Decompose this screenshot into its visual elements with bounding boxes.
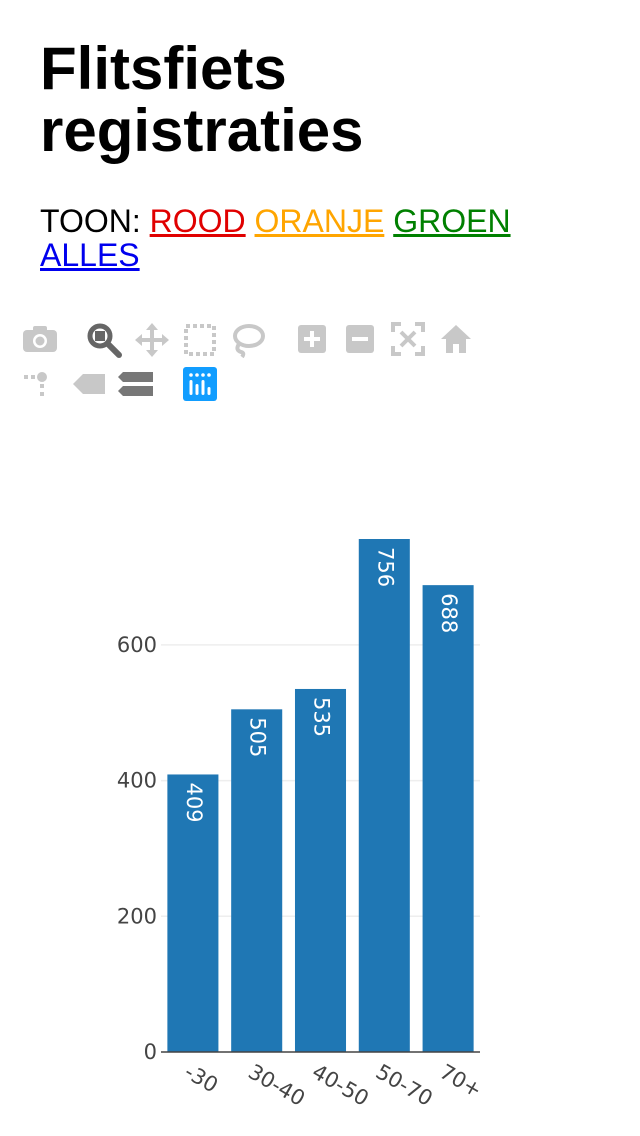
y-tick-label: 200 (117, 904, 157, 928)
chart-toolbar (0, 0, 640, 420)
camera-icon[interactable] (22, 324, 58, 354)
plotly-logo-icon[interactable] (183, 367, 217, 401)
y-tick-label: 0 (144, 1040, 157, 1064)
zoom-in-icon[interactable] (297, 324, 327, 354)
spike-lines-icon[interactable] (22, 369, 54, 399)
x-tick-label: 70+ (436, 1060, 486, 1103)
zoom-out-icon[interactable] (345, 324, 375, 354)
page-title: Flitsfiets registraties (40, 35, 364, 164)
zoom-icon[interactable] (86, 322, 122, 358)
bar[interactable] (358, 539, 410, 1052)
pan-icon[interactable] (134, 322, 170, 358)
bars (167, 539, 474, 1052)
x-tick-label: -30 (180, 1060, 222, 1098)
filter-link-groen[interactable]: GROEN (393, 203, 511, 239)
bar-value-label: 409 (182, 782, 206, 822)
y-tick-label: 400 (117, 769, 157, 793)
autoscale-icon[interactable] (391, 322, 425, 356)
lasso-select-icon[interactable] (230, 322, 266, 358)
bar-value-label: 535 (310, 697, 334, 737)
filter-bar: TOON: ROOD ORANJE GROEN ALLES (40, 204, 600, 272)
bar-value-label: 756 (373, 547, 397, 587)
filter-link-rood[interactable]: ROOD (149, 203, 246, 239)
x-tick-label: 40-50 (308, 1060, 373, 1111)
filter-link-alles[interactable]: ALLES (40, 237, 140, 273)
bar[interactable] (231, 709, 283, 1052)
x-tick-label: 50-70 (372, 1060, 437, 1111)
bar[interactable] (167, 774, 219, 1052)
hover-compare-icon[interactable] (117, 370, 155, 398)
bar[interactable] (422, 585, 474, 1052)
y-tick-label: 600 (117, 633, 157, 657)
reset-axes-icon[interactable] (439, 322, 473, 356)
bar[interactable] (294, 688, 347, 1052)
bar-value-label: 688 (437, 593, 461, 633)
filter-prefix: TOON: (40, 203, 141, 239)
box-select-icon[interactable] (183, 323, 217, 357)
bar-value-label: 505 (246, 717, 270, 757)
x-tick-label: 30-40 (244, 1060, 309, 1111)
hover-closest-icon[interactable] (71, 372, 107, 396)
filter-link-oranje[interactable]: ORANJE (254, 203, 385, 239)
